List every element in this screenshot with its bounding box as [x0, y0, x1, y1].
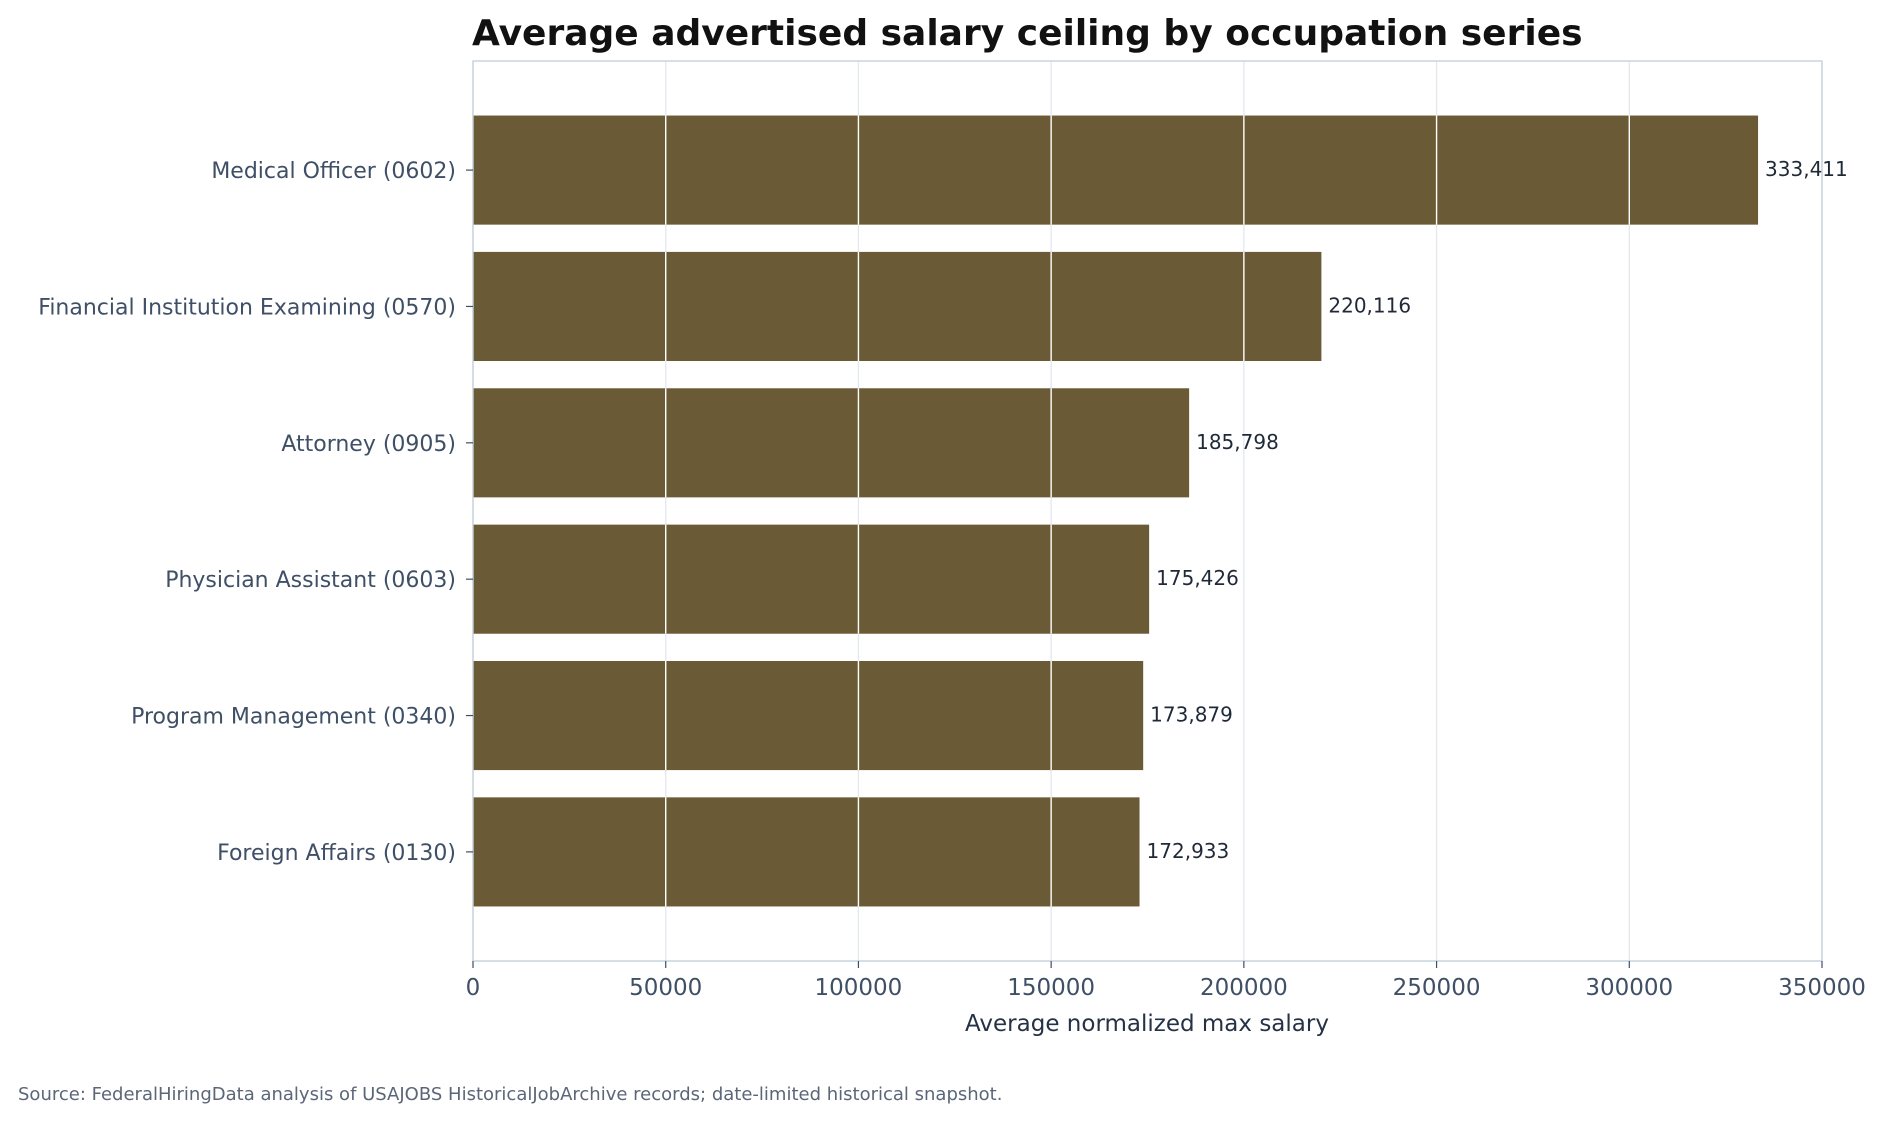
chart-title: Average advertised salary ceiling by occ…	[472, 13, 1583, 54]
x-tick-label: 250000	[1393, 975, 1481, 1001]
data-label: 333,411	[1765, 157, 1848, 181]
x-tick-label: 300000	[1585, 975, 1673, 1001]
y-axis: Medical Officer (0602) Financial Institut…	[38, 159, 473, 866]
data-label: 173,879	[1150, 703, 1233, 727]
y-tick-label: Medical Officer (0602)	[211, 159, 456, 184]
x-axis-title: Average normalized max salary	[965, 1011, 1329, 1037]
data-label: 220,116	[1328, 293, 1411, 317]
data-labels: 333,411 220,116 185,798 175,426 173,879 172,9…	[1147, 157, 1848, 863]
plot-frame	[472, 60, 1823, 962]
bar	[473, 251, 1322, 361]
x-tick-label: 50000	[629, 975, 702, 1001]
x-tick-label: 200000	[1200, 975, 1288, 1001]
x-axis: 0 50000 100000 150000 200000 250000 300000 3500…	[466, 961, 1866, 1001]
x-tick-label: 0	[466, 975, 481, 1001]
y-tick-label: Attorney (0905)	[281, 432, 456, 457]
y-tick-label: Program Management (0340)	[131, 705, 456, 730]
data-label: 175,426	[1156, 566, 1239, 590]
y-tick-label: Financial Institution Examining (0570)	[38, 295, 456, 320]
source-note: Source: FederalHiringData analysis of US…	[18, 1084, 1002, 1105]
y-tick-label: Foreign Affairs (0130)	[217, 841, 456, 866]
x-tick-label: 100000	[815, 975, 903, 1001]
data-label: 185,798	[1196, 430, 1279, 454]
x-tick-label: 350000	[1778, 975, 1866, 1001]
x-tick-label: 150000	[1007, 975, 1095, 1001]
bar	[473, 661, 1144, 771]
bar	[473, 115, 1759, 225]
bars	[473, 115, 1759, 907]
bar	[473, 797, 1140, 907]
bar	[473, 388, 1190, 498]
y-tick-label: Physician Assistant (0603)	[165, 568, 456, 593]
grid-overlay	[665, 115, 1630, 907]
bar	[473, 524, 1150, 634]
data-label: 172,933	[1147, 839, 1230, 863]
